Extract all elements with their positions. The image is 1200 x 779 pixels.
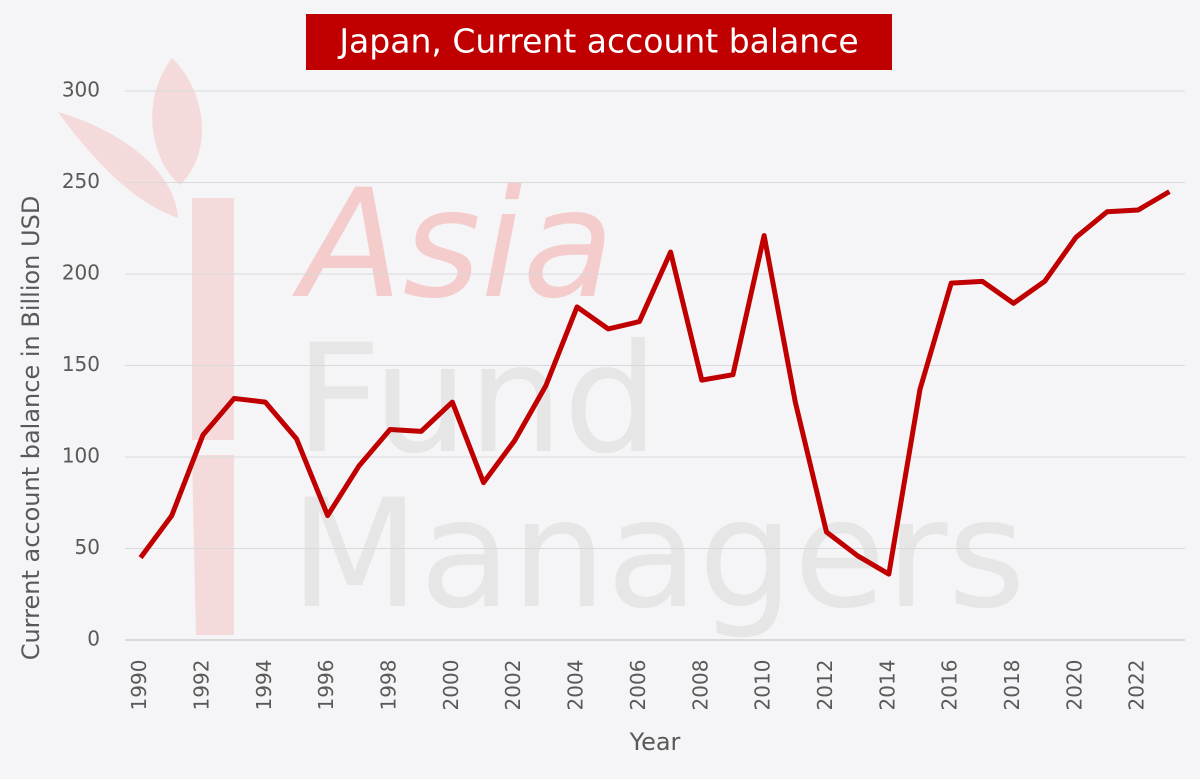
y-tick-label: 200 [62,261,100,285]
title-box [306,14,892,70]
x-tick-label: 2004 [564,660,588,711]
x-tick-label: 2002 [501,660,525,711]
x-tick-label: 2022 [1125,660,1149,711]
watermark-text: Managers [290,468,1026,642]
y-axis-title: Current account balance in Billion USD [17,196,45,661]
y-tick-label: 300 [62,78,100,102]
x-tick-label: 1992 [189,660,213,711]
x-tick-label: 2000 [439,660,463,711]
y-tick-label: 50 [75,535,100,559]
watermark-text: Fund [295,313,658,487]
data-line [138,189,1171,577]
x-tick-label: 2010 [751,660,775,711]
x-tick-label: 2018 [1000,660,1024,711]
y-tick-label: 100 [62,444,100,468]
x-tick-label: 2014 [875,660,899,711]
x-tick-label: 1998 [377,660,401,711]
x-tick-label: 2012 [813,660,837,711]
x-tick-label: 1994 [252,660,276,711]
watermark-logo [58,58,234,635]
x-tick-label: 2006 [626,660,650,711]
x-tick-label: 1990 [127,660,151,711]
x-tick-label: 2008 [688,660,712,711]
chart-title: Japan, Current account balance [337,22,858,61]
x-tick-label: 2016 [938,660,962,711]
y-tick-label: 0 [87,627,100,651]
watermark-text: Asia [292,158,614,332]
x-tick-label: 1996 [314,660,338,711]
y-tick-label: 150 [62,352,100,376]
x-tick-label: 2020 [1062,660,1086,711]
x-axis-title: Year [629,728,681,756]
y-tick-label: 250 [62,169,100,193]
